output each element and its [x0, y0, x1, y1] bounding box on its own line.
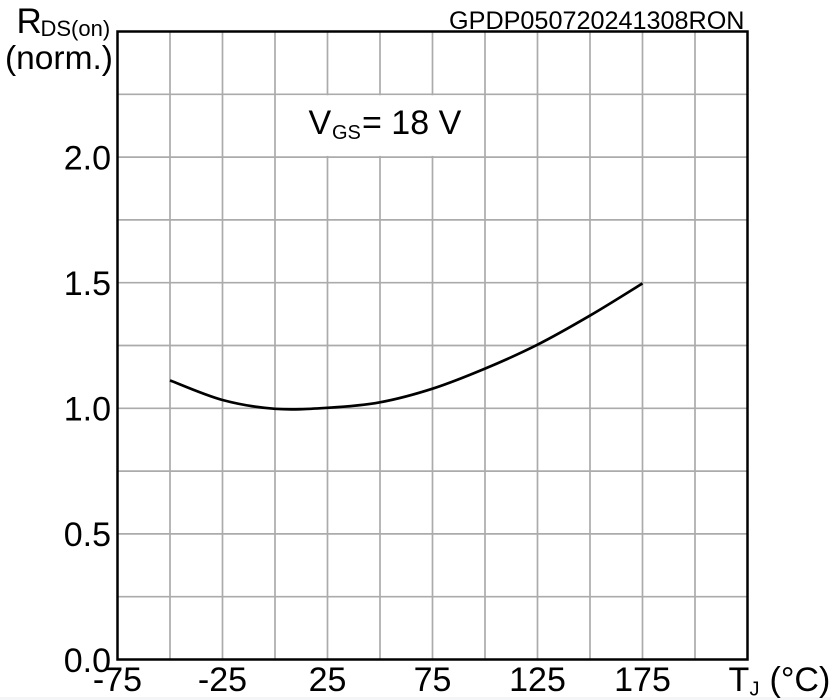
- svg-text:2.0: 2.0: [64, 139, 111, 177]
- svg-text:(°C): (°C): [770, 661, 831, 699]
- svg-text:75: 75: [414, 661, 452, 699]
- svg-text:DS(on): DS(on): [41, 16, 111, 41]
- svg-text:J: J: [750, 678, 760, 700]
- svg-text:V: V: [309, 104, 332, 142]
- svg-text:175: 175: [614, 661, 671, 699]
- svg-text:1.0: 1.0: [64, 391, 111, 429]
- svg-text:0.5: 0.5: [64, 516, 111, 554]
- svg-text:GS: GS: [332, 122, 361, 144]
- svg-text:T: T: [729, 661, 750, 699]
- svg-text:125: 125: [509, 661, 566, 699]
- svg-text:25: 25: [309, 661, 347, 699]
- svg-text:-25: -25: [198, 661, 247, 699]
- svg-text:-75: -75: [93, 661, 142, 699]
- svg-text:(norm.): (norm.): [5, 40, 113, 77]
- svg-text:0.0: 0.0: [64, 642, 111, 680]
- svg-text:GPDP050720241308RON: GPDP050720241308RON: [449, 7, 744, 35]
- svg-text:= 18 V: = 18 V: [362, 104, 462, 142]
- svg-text:R: R: [17, 2, 42, 41]
- svg-text:1.5: 1.5: [64, 265, 111, 303]
